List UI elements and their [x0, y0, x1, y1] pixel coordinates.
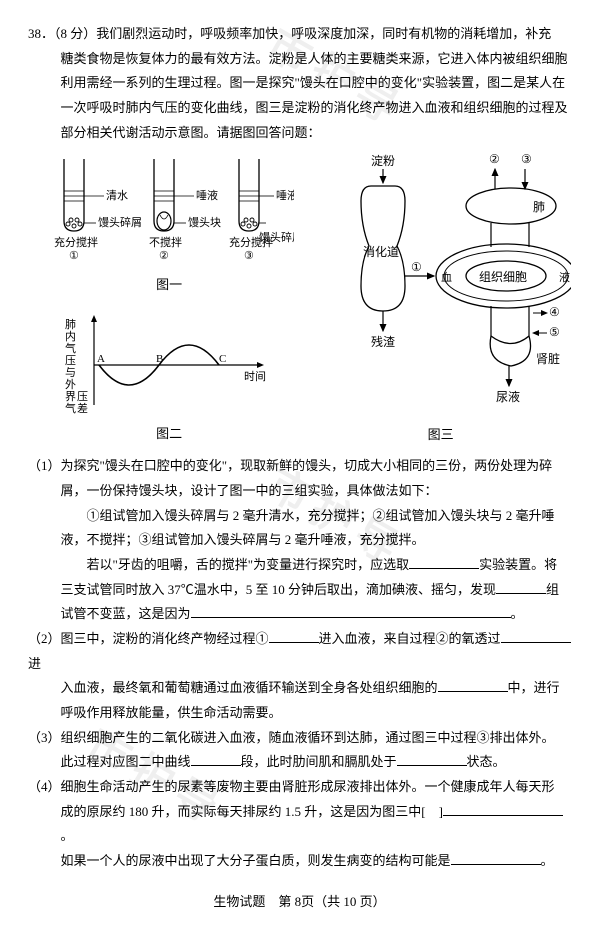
- fig2-caption: 图二: [156, 422, 182, 447]
- svg-text:②: ②: [489, 152, 500, 166]
- q4-line1: （4）细胞生命活动产生的尿素等废物主要由肾脏形成尿液排出体外。一个健康成年人每天…: [28, 775, 571, 800]
- intro-start: 我们剧烈运动时，呼吸频率加快，呼吸深度加深，同时有机物的消耗增加，补充: [96, 26, 551, 41]
- blank-7: [191, 752, 241, 766]
- svg-text:血: 血: [441, 270, 452, 284]
- q1-line5: 若以"牙齿的咀嚼，舌的搅拌"为变量进行探究时，应选取实验装置。将: [28, 553, 571, 578]
- svg-text:充分搅拌: 充分搅拌: [54, 235, 98, 249]
- svg-text:尿液: 尿液: [496, 389, 520, 404]
- q1-line2: 屑，一份保持馒头块，设计了图一中的三组实验，具体做法如下：: [28, 479, 571, 504]
- q3-line2: 此过程对应图二中曲线段，此时肋间肌和膈肌处于状态。: [28, 750, 571, 775]
- blank-3: [191, 604, 511, 618]
- svg-text:①: ①: [69, 250, 79, 262]
- svg-text:不搅拌: 不搅拌: [149, 235, 182, 249]
- q2-line1: （2）图三中，淀粉的消化终产物经过程①进入血液，来自过程②的氧透过进: [28, 627, 571, 676]
- svg-text:气: 气: [65, 341, 76, 355]
- intro-text: 糖类食物是恢复体力的最有效方法。淀粉是人体的主要糖类来源，它进入体内被组织细胞利…: [28, 47, 571, 146]
- svg-text:C: C: [219, 353, 226, 365]
- svg-text:B: B: [156, 353, 163, 365]
- svg-text:残渣: 残渣: [371, 335, 395, 349]
- svg-text:时间: 时间: [244, 370, 266, 383]
- svg-text:①: ①: [411, 260, 422, 274]
- q1-line7: 试管不变蓝，这是因为。: [28, 602, 571, 627]
- svg-text:⑤: ⑤: [549, 325, 560, 339]
- blank-2: [496, 580, 546, 594]
- svg-text:气: 气: [65, 401, 76, 415]
- left-figures: 清水 馒头碎屑 充分搅拌 ① 唾液 馒头块 不搅拌: [28, 151, 310, 448]
- q3-line1: （3）组织细胞产生的二氧化碳进入血液，随血液循环到达肺，通过图三中过程③排出体外…: [28, 726, 571, 751]
- svg-text:③: ③: [521, 152, 532, 166]
- svg-text:③: ③: [244, 250, 254, 262]
- q2-line3: 呼吸作用释放能量，供生命活动需要。: [28, 701, 571, 726]
- question-header: 38．（8 分）我们剧烈运动时，呼吸频率加快，呼吸深度加深，同时有机物的消耗增加…: [28, 22, 571, 47]
- svg-text:界: 界: [65, 390, 76, 403]
- q2-line2: 入血液，最终氧和葡萄糖通过血液循环输送到全身各处组织细胞的中，进行: [28, 676, 571, 701]
- figure-3: 淀粉 消化道 残渣 ② ③ 肺 组织细胞 血 液: [311, 151, 571, 421]
- svg-text:肺: 肺: [533, 200, 545, 214]
- fig1-caption: 图一: [156, 273, 182, 298]
- svg-text:充分搅拌: 充分搅拌: [229, 235, 273, 249]
- svg-text:内: 内: [65, 329, 76, 343]
- fig3-caption: 图三: [428, 423, 454, 448]
- q1-line4: 液，不搅拌；③组试管加入馒头碎屑与 2 毫升唾液，充分搅拌。: [28, 528, 571, 553]
- blank-9: [443, 802, 563, 816]
- figure-2: 肺 内 气 压 与 外 界 气 压 差 时间 A B C: [59, 310, 279, 420]
- blank-5: [501, 629, 571, 643]
- svg-text:肺: 肺: [65, 318, 76, 331]
- svg-text:馒头碎屑: 馒头碎屑: [98, 215, 142, 229]
- svg-text:②: ②: [159, 250, 169, 262]
- q1-line1: （1）为探究"馒头在口腔中的变化"，现取新鲜的馒头，切成大小相同的三份，两份处理…: [28, 454, 571, 479]
- svg-text:清水: 清水: [106, 189, 128, 202]
- q4-line2: 成的原尿约 180 升，而实际每天排尿约 1.5 升，这是因为图三中[ ]。: [28, 800, 571, 849]
- svg-text:差: 差: [77, 401, 88, 415]
- q1-line3: ①组试管加入馒头碎屑与 2 毫升清水，充分搅拌；②组试管加入馒头块与 2 毫升唾: [28, 504, 571, 529]
- q4-line3: 如果一个人的尿液中出现了大分子蛋白质，则发生病变的结构可能是。: [28, 849, 571, 874]
- svg-text:外: 外: [65, 378, 76, 391]
- blank-6: [438, 678, 508, 692]
- svg-text:A: A: [97, 353, 105, 365]
- svg-text:液: 液: [559, 270, 570, 284]
- blank-10: [451, 851, 541, 865]
- svg-text:④: ④: [549, 305, 560, 319]
- svg-text:消化道: 消化道: [363, 245, 399, 259]
- svg-text:馒头块: 馒头块: [188, 216, 221, 229]
- blank-4: [269, 629, 319, 643]
- blank-1: [409, 555, 479, 569]
- svg-text:组织细胞: 组织细胞: [479, 270, 527, 284]
- figure-1: 清水 馒头碎屑 充分搅拌 ① 唾液 馒头块 不搅拌: [44, 151, 294, 271]
- blank-8: [397, 752, 467, 766]
- svg-text:淀粉: 淀粉: [371, 154, 395, 168]
- svg-text:与: 与: [65, 366, 76, 379]
- right-figure: 淀粉 消化道 残渣 ② ③ 肺 组织细胞 血 液: [310, 151, 571, 448]
- question-number: 38．（8 分）: [28, 26, 96, 41]
- svg-text:压: 压: [65, 354, 76, 367]
- page-footer: 生物试题 第 8页（共 10 页）: [28, 890, 571, 915]
- svg-text:肾脏: 肾脏: [536, 351, 560, 366]
- svg-text:唾液: 唾液: [276, 188, 294, 202]
- figure-row: 清水 馒头碎屑 充分搅拌 ① 唾液 馒头块 不搅拌: [28, 151, 571, 448]
- svg-text:唾液: 唾液: [196, 188, 218, 202]
- q1-line6: 三支试管同时放入 37℃温水中，5 至 10 分钟后取出，滴加碘液、摇匀，发现组: [28, 578, 571, 603]
- svg-text:压: 压: [77, 390, 88, 403]
